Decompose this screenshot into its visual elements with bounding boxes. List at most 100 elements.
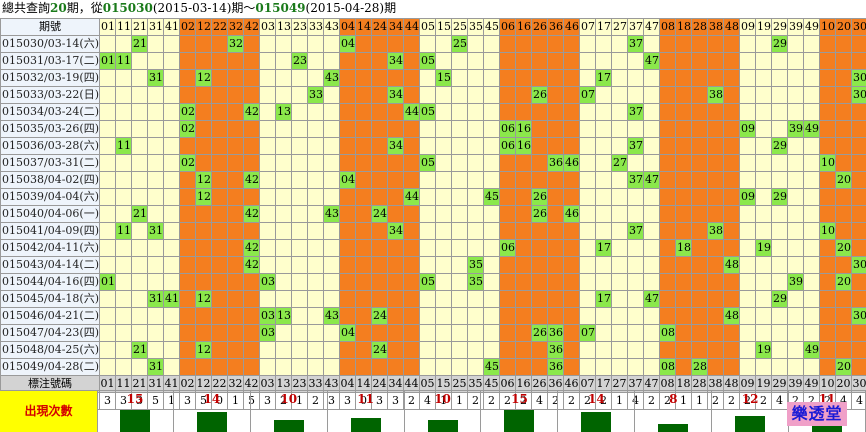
period-label[interactable]: 015039/04-04(六) — [1, 189, 100, 206]
empty-cell — [676, 121, 692, 138]
number-header: 11 — [116, 19, 132, 36]
empty-cell — [132, 359, 148, 376]
empty-cell — [212, 206, 228, 223]
drawn-number: 34 — [388, 223, 404, 240]
empty-cell — [788, 342, 804, 359]
empty-cell — [228, 172, 244, 189]
empty-cell — [500, 104, 516, 121]
empty-cell — [580, 308, 596, 325]
empty-cell — [324, 189, 340, 206]
empty-cell — [788, 87, 804, 104]
empty-cell — [164, 342, 180, 359]
period-label[interactable]: 015031/03-17(二) — [1, 53, 100, 70]
period-label[interactable]: 015043/04-14(二) — [1, 257, 100, 274]
period-label[interactable]: 015038/04-02(四) — [1, 172, 100, 189]
drawn-number: 37 — [628, 138, 644, 155]
period-label[interactable]: 015048/04-25(六) — [1, 342, 100, 359]
period-label[interactable]: 015033/03-22(日) — [1, 87, 100, 104]
empty-cell — [564, 291, 580, 308]
empty-cell — [724, 53, 740, 70]
period-label[interactable]: 015049/04-28(二) — [1, 359, 100, 376]
empty-cell — [436, 342, 452, 359]
empty-cell — [628, 291, 644, 308]
empty-cell — [788, 206, 804, 223]
number-header: 43 — [324, 19, 340, 36]
empty-cell — [132, 53, 148, 70]
appearance-bar — [428, 420, 458, 432]
drawn-number: 38 — [708, 87, 724, 104]
empty-cell — [132, 189, 148, 206]
number-header: 44 — [404, 19, 420, 36]
empty-cell — [644, 104, 660, 121]
drawn-number: 29 — [772, 189, 788, 206]
period-label[interactable]: 015046/04-21(二) — [1, 308, 100, 325]
period-label[interactable]: 015047/04-23(四) — [1, 325, 100, 342]
drawn-number: 39 — [788, 274, 804, 291]
empty-cell — [772, 104, 788, 121]
period-label[interactable]: 015044/04-16(四) — [1, 274, 100, 291]
empty-cell — [228, 189, 244, 206]
empty-cell — [420, 138, 436, 155]
empty-cell — [324, 87, 340, 104]
period-label[interactable]: 015041/04-09(四) — [1, 223, 100, 240]
number-header: 07 — [580, 19, 596, 36]
empty-cell — [724, 189, 740, 206]
empty-cell — [644, 155, 660, 172]
empty-cell — [180, 291, 196, 308]
empty-cell — [740, 274, 756, 291]
empty-cell — [548, 104, 564, 121]
empty-cell — [116, 36, 132, 53]
period-label[interactable]: 015030/03-14(六) — [1, 36, 100, 53]
empty-cell — [340, 223, 356, 240]
drawn-number: 10 — [820, 223, 836, 240]
empty-cell — [404, 36, 420, 53]
empty-cell — [180, 138, 196, 155]
appearance-bar — [504, 410, 534, 432]
period-label[interactable]: 015045/04-18(六) — [1, 291, 100, 308]
empty-cell — [308, 308, 324, 325]
empty-cell — [244, 70, 260, 87]
site-logo[interactable]: 樂透堂 — [787, 402, 847, 426]
empty-cell — [340, 257, 356, 274]
empty-cell — [356, 274, 372, 291]
empty-cell — [260, 172, 276, 189]
drawn-number: 47 — [644, 172, 660, 189]
empty-cell — [836, 138, 852, 155]
number-header: 29 — [772, 19, 788, 36]
empty-cell — [836, 291, 852, 308]
drawn-number: 42 — [244, 206, 260, 223]
period-label[interactable]: 015035/03-26(四) — [1, 121, 100, 138]
empty-cell — [228, 240, 244, 257]
empty-cell — [548, 189, 564, 206]
empty-cell — [612, 291, 628, 308]
empty-cell — [708, 155, 724, 172]
empty-cell — [212, 121, 228, 138]
empty-cell — [292, 104, 308, 121]
empty-cell — [420, 189, 436, 206]
empty-cell — [516, 189, 532, 206]
period-label[interactable]: 015036/03-28(六) — [1, 138, 100, 155]
period-label[interactable]: 015040/04-06(一) — [1, 206, 100, 223]
empty-cell — [420, 121, 436, 138]
empty-cell — [692, 240, 708, 257]
number-header: 10 — [820, 19, 836, 36]
period-label[interactable]: 015042/04-11(六) — [1, 240, 100, 257]
period-label[interactable]: 015034/03-24(二) — [1, 104, 100, 121]
empty-cell — [404, 87, 420, 104]
period-label[interactable]: 015032/03-19(四) — [1, 70, 100, 87]
empty-cell — [436, 359, 452, 376]
empty-cell — [356, 342, 372, 359]
empty-cell — [852, 172, 866, 189]
empty-cell — [244, 274, 260, 291]
number-header: 06 — [500, 19, 516, 36]
empty-cell — [772, 206, 788, 223]
empty-cell — [212, 240, 228, 257]
empty-cell — [420, 223, 436, 240]
period-label[interactable]: 015037/03-31(二) — [1, 155, 100, 172]
empty-cell — [420, 240, 436, 257]
empty-cell — [228, 121, 244, 138]
empty-cell — [708, 291, 724, 308]
